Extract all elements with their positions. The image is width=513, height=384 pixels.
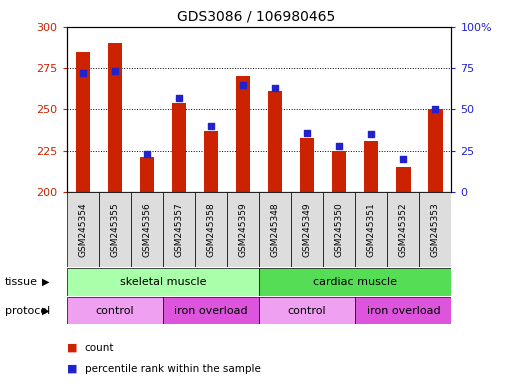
Text: GSM245356: GSM245356 (142, 202, 151, 257)
Text: control: control (95, 306, 134, 316)
Bar (300, 137, 314, 192)
Point (239, 82, 247, 88)
Point (399, 156, 407, 162)
Point (207, 123, 215, 129)
FancyBboxPatch shape (227, 192, 259, 267)
Bar (332, 151, 346, 192)
Text: GSM245358: GSM245358 (206, 202, 215, 257)
FancyBboxPatch shape (163, 297, 259, 324)
FancyBboxPatch shape (131, 192, 163, 267)
Bar (204, 131, 218, 192)
FancyBboxPatch shape (259, 192, 291, 267)
FancyBboxPatch shape (355, 297, 451, 324)
Text: cardiac muscle: cardiac muscle (313, 277, 397, 287)
Text: ▶: ▶ (43, 277, 50, 287)
Text: skeletal muscle: skeletal muscle (120, 277, 206, 287)
Text: GSM245348: GSM245348 (270, 202, 280, 257)
FancyBboxPatch shape (323, 192, 355, 267)
Point (335, 143, 343, 149)
Point (431, 106, 440, 113)
Point (143, 151, 151, 157)
Text: ■: ■ (67, 364, 77, 374)
FancyBboxPatch shape (259, 268, 451, 296)
Text: GDS3086 / 106980465: GDS3086 / 106980465 (177, 10, 336, 23)
Point (175, 95, 183, 101)
FancyBboxPatch shape (259, 297, 355, 324)
FancyBboxPatch shape (420, 192, 451, 267)
Point (78, 70, 87, 76)
Text: GSM245355: GSM245355 (110, 202, 120, 257)
Text: iron overload: iron overload (366, 306, 440, 316)
Text: GSM245351: GSM245351 (367, 202, 376, 257)
Text: GSM245357: GSM245357 (174, 202, 184, 257)
Point (111, 68, 119, 74)
Bar (172, 103, 186, 192)
Point (303, 129, 311, 136)
Bar (108, 43, 122, 192)
Text: ■: ■ (67, 343, 77, 353)
FancyBboxPatch shape (163, 192, 195, 267)
Text: iron overload: iron overload (174, 306, 248, 316)
Bar (396, 167, 410, 192)
Text: percentile rank within the sample: percentile rank within the sample (85, 364, 261, 374)
Text: GSM245349: GSM245349 (303, 202, 312, 257)
Text: GSM245350: GSM245350 (334, 202, 344, 257)
Point (271, 85, 279, 91)
FancyBboxPatch shape (67, 297, 163, 324)
FancyBboxPatch shape (195, 192, 227, 267)
FancyBboxPatch shape (67, 192, 98, 267)
Bar (364, 141, 379, 192)
FancyBboxPatch shape (67, 268, 259, 296)
FancyBboxPatch shape (98, 192, 131, 267)
Text: ▶: ▶ (43, 306, 50, 316)
Text: GSM245359: GSM245359 (239, 202, 248, 257)
Text: GSM245352: GSM245352 (399, 202, 408, 257)
Text: count: count (85, 343, 114, 353)
Bar (236, 76, 250, 192)
Bar (75, 52, 90, 192)
Point (367, 131, 376, 137)
Text: tissue: tissue (5, 277, 38, 287)
FancyBboxPatch shape (387, 192, 420, 267)
Bar (428, 109, 443, 192)
Bar (140, 157, 154, 192)
Text: GSM245353: GSM245353 (431, 202, 440, 257)
Bar (268, 91, 282, 192)
Text: GSM245354: GSM245354 (78, 202, 87, 257)
Text: control: control (288, 306, 326, 316)
FancyBboxPatch shape (291, 192, 323, 267)
FancyBboxPatch shape (355, 192, 387, 267)
Text: protocol: protocol (5, 306, 50, 316)
